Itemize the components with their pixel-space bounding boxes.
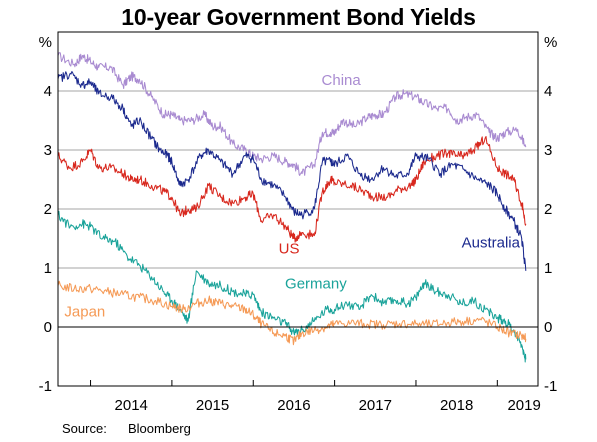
x-tick-label-2016: 2016 [277, 397, 310, 414]
series-line-australia [57, 70, 527, 271]
y-tick-right-4: 4 [544, 83, 552, 100]
y-tick-left-0: 0 [44, 319, 52, 336]
x-tick-label-2014: 2014 [115, 397, 148, 414]
series-label-germany: Germany [285, 276, 347, 293]
x-tick-label-2017: 2017 [359, 397, 392, 414]
axes: -1 -1 0 0 1 1 2 2 3 3 4 4% % 2014 2015 2016 2017 2018 2019 [39, 31, 557, 414]
y-tick-right-3: 3 [544, 142, 552, 159]
x-tick-label-2015: 2015 [196, 397, 229, 414]
x-tick-label-2018: 2018 [440, 397, 473, 414]
series-label-japan: Japan [64, 303, 105, 320]
y-tick-right-0: 0 [544, 319, 552, 336]
series-line-us [57, 135, 527, 243]
source-label: Source: [62, 421, 107, 436]
y-tick-left--1: -1 [39, 378, 52, 395]
series-line-germany [57, 210, 527, 363]
y-tick-right--1: -1 [544, 378, 557, 395]
source-note: Source: Bloomberg [62, 421, 191, 436]
y-tick-left-3: 3 [44, 142, 52, 159]
chart-title: 10-year Government Bond Yields [121, 4, 476, 30]
series-label-australia: Australia [462, 234, 521, 251]
x-tick-label-2019: 2019 [507, 397, 540, 414]
y-tick-left-1: 1 [44, 260, 52, 277]
source-value: Bloomberg [128, 421, 191, 436]
series-label-us: US [279, 240, 300, 257]
y-tick-right-2: 2 [544, 201, 552, 218]
series-line-japan [57, 280, 527, 346]
series-labels: China US Australia Germany Japan [64, 72, 520, 320]
y-tick-left-2: 2 [44, 201, 52, 218]
y-tick-left-4: 4 [44, 83, 52, 100]
plot-frame [57, 31, 539, 387]
series-lines [57, 52, 527, 363]
y-unit-right: % [544, 34, 557, 51]
series-label-china: China [322, 72, 362, 89]
y-unit-left: % [39, 34, 52, 51]
series-line-china [57, 52, 527, 176]
y-tick-right-1: 1 [544, 260, 552, 277]
